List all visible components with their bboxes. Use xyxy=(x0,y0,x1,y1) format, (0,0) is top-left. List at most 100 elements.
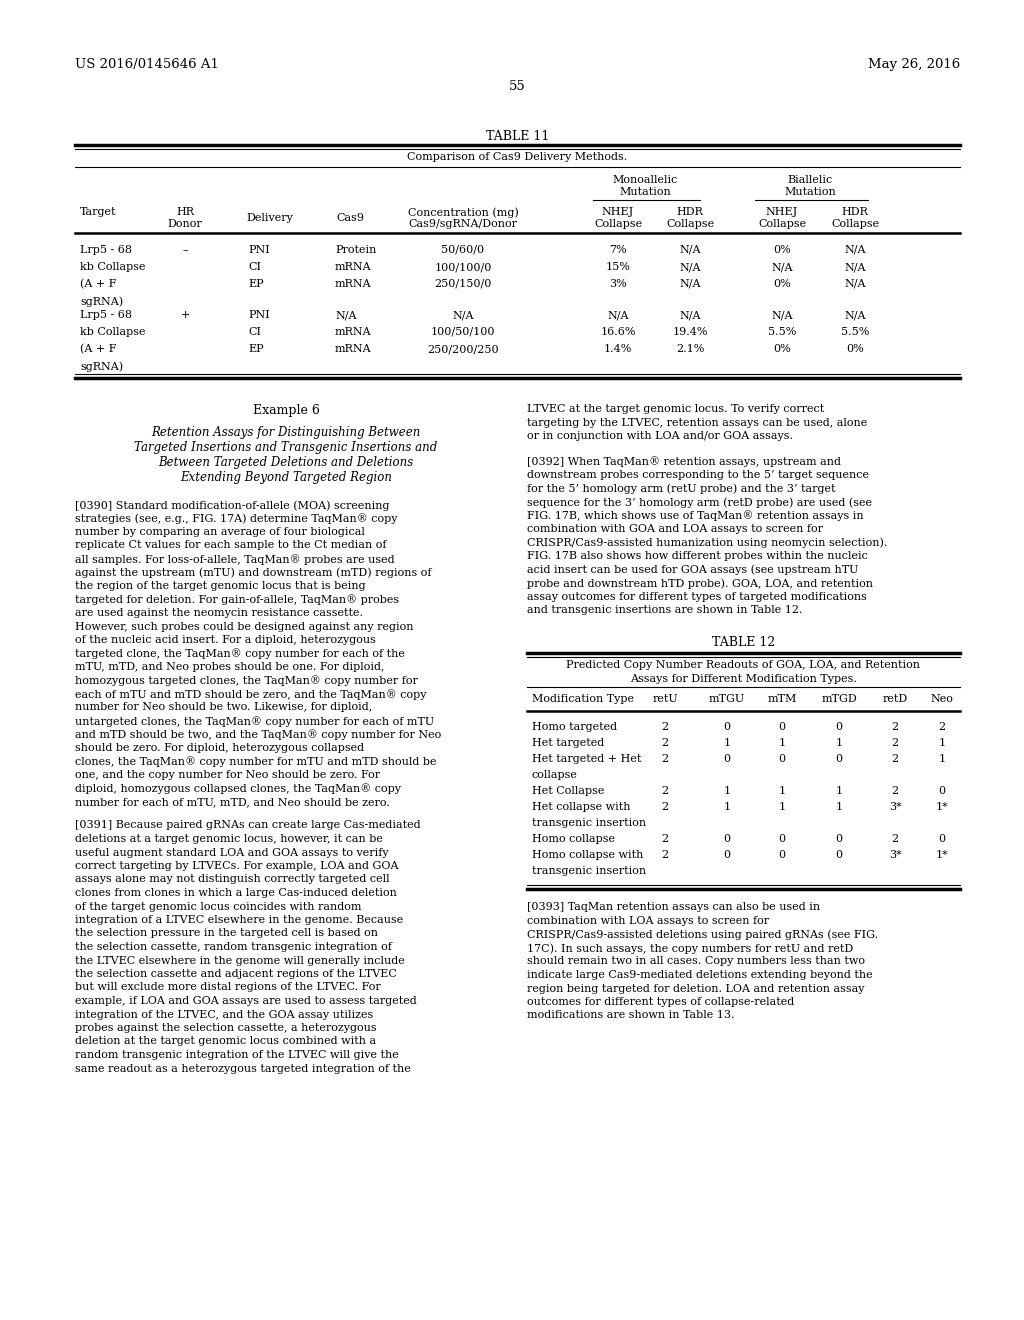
Text: Homo collapse with: Homo collapse with xyxy=(532,850,643,861)
Text: against the upstream (mTU) and downstream (mTD) regions of: against the upstream (mTU) and downstrea… xyxy=(75,568,431,578)
Text: 1: 1 xyxy=(836,803,843,813)
Text: indicate large Cas9-mediated deletions extending beyond the: indicate large Cas9-mediated deletions e… xyxy=(527,970,872,979)
Text: of the nucleic acid insert. For a diploid, heterozygous: of the nucleic acid insert. For a diploi… xyxy=(75,635,376,645)
Text: targeting by the LTVEC, retention assays can be used, alone: targeting by the LTVEC, retention assays… xyxy=(527,417,867,428)
Text: NHEJ: NHEJ xyxy=(602,207,634,216)
Text: random transgenic integration of the LTVEC will give the: random transgenic integration of the LTV… xyxy=(75,1049,398,1060)
Text: or in conjunction with LOA and/or GOA assays.: or in conjunction with LOA and/or GOA as… xyxy=(527,432,793,441)
Text: transgenic insertion: transgenic insertion xyxy=(532,818,646,829)
Text: each of mTU and mTD should be zero, and the TaqMan® copy: each of mTU and mTD should be zero, and … xyxy=(75,689,427,700)
Text: Lrp5 - 68: Lrp5 - 68 xyxy=(80,246,132,255)
Text: number by comparing an average of four biological: number by comparing an average of four b… xyxy=(75,527,365,537)
Text: 0: 0 xyxy=(723,755,730,764)
Text: 7%: 7% xyxy=(609,246,627,255)
Text: Homo collapse: Homo collapse xyxy=(532,834,615,845)
Text: mRNA: mRNA xyxy=(335,261,372,272)
Text: 0: 0 xyxy=(836,834,843,845)
Text: 2: 2 xyxy=(662,834,669,845)
Text: Between Targeted Deletions and Deletions: Between Targeted Deletions and Deletions xyxy=(159,455,414,469)
Text: Homo targeted: Homo targeted xyxy=(532,722,617,733)
Text: [0391] Because paired gRNAs can create large Cas-mediated: [0391] Because paired gRNAs can create l… xyxy=(75,821,421,830)
Text: 3%: 3% xyxy=(609,279,627,289)
Text: N/A: N/A xyxy=(607,310,629,319)
Text: strategies (see, e.g., FIG. 17A) determine TaqMan® copy: strategies (see, e.g., FIG. 17A) determi… xyxy=(75,513,397,524)
Text: retU: retU xyxy=(652,694,678,705)
Text: clones from clones in which a large Cas-induced deletion: clones from clones in which a large Cas-… xyxy=(75,888,397,898)
Text: N/A: N/A xyxy=(453,310,474,319)
Text: US 2016/0145646 A1: US 2016/0145646 A1 xyxy=(75,58,219,71)
Text: N/A: N/A xyxy=(679,310,700,319)
Text: modifications are shown in Table 13.: modifications are shown in Table 13. xyxy=(527,1011,734,1020)
Text: probes against the selection cassette, a heterozygous: probes against the selection cassette, a… xyxy=(75,1023,377,1034)
Text: 2: 2 xyxy=(662,850,669,861)
Text: Het targeted: Het targeted xyxy=(532,738,604,748)
Text: retD: retD xyxy=(883,694,907,705)
Text: downstream probes corresponding to the 5’ target sequence: downstream probes corresponding to the 5… xyxy=(527,470,869,480)
Text: 2: 2 xyxy=(892,834,899,845)
Text: same readout as a heterozygous targeted integration of the: same readout as a heterozygous targeted … xyxy=(75,1064,411,1073)
Text: 2: 2 xyxy=(938,722,945,733)
Text: sequence for the 3’ homology arm (retD probe) are used (see: sequence for the 3’ homology arm (retD p… xyxy=(527,498,872,508)
Text: combination with GOA and LOA assays to screen for: combination with GOA and LOA assays to s… xyxy=(527,524,823,535)
Text: the selection cassette, random transgenic integration of: the selection cassette, random transgeni… xyxy=(75,942,392,952)
Text: 1: 1 xyxy=(938,738,945,748)
Text: 2: 2 xyxy=(892,755,899,764)
Text: sgRNA): sgRNA) xyxy=(80,296,123,306)
Text: HDR: HDR xyxy=(677,207,703,216)
Text: for the 5’ homology arm (retU probe) and the 3’ target: for the 5’ homology arm (retU probe) and… xyxy=(527,483,836,494)
Text: and transgenic insertions are shown in Table 12.: and transgenic insertions are shown in T… xyxy=(527,605,803,615)
Text: 0: 0 xyxy=(778,722,785,733)
Text: of the target genomic locus coincides with random: of the target genomic locus coincides wi… xyxy=(75,902,361,912)
Text: outcomes for different types of collapse-related: outcomes for different types of collapse… xyxy=(527,997,795,1007)
Text: [0392] When TaqMan® retention assays, upstream and: [0392] When TaqMan® retention assays, up… xyxy=(527,457,841,467)
Text: 0: 0 xyxy=(723,850,730,861)
Text: targeted clone, the TaqMan® copy number for each of the: targeted clone, the TaqMan® copy number … xyxy=(75,648,404,659)
Text: Target: Target xyxy=(80,207,117,216)
Text: 1: 1 xyxy=(723,787,730,796)
Text: homozygous targeted clones, the TaqMan® copy number for: homozygous targeted clones, the TaqMan® … xyxy=(75,676,418,686)
Text: clones, the TaqMan® copy number for mTU and mTD should be: clones, the TaqMan® copy number for mTU … xyxy=(75,756,436,767)
Text: CRISPR/Cas9-assisted deletions using paired gRNAs (see FIG.: CRISPR/Cas9-assisted deletions using pai… xyxy=(527,929,879,940)
Text: N/A: N/A xyxy=(335,310,356,319)
Text: useful augment standard LOA and GOA assays to verify: useful augment standard LOA and GOA assa… xyxy=(75,847,389,858)
Text: Biallelic: Biallelic xyxy=(787,176,833,185)
Text: 2: 2 xyxy=(892,787,899,796)
Text: 16.6%: 16.6% xyxy=(600,327,636,337)
Text: CI: CI xyxy=(248,327,261,337)
Text: untargeted clones, the TaqMan® copy number for each of mTU: untargeted clones, the TaqMan® copy numb… xyxy=(75,715,434,727)
Text: TABLE 12: TABLE 12 xyxy=(712,636,775,649)
Text: kb Collapse: kb Collapse xyxy=(80,327,145,337)
Text: deletions at a target genomic locus, however, it can be: deletions at a target genomic locus, how… xyxy=(75,834,383,843)
Text: all samples. For loss-of-allele, TaqMan® probes are used: all samples. For loss-of-allele, TaqMan®… xyxy=(75,554,394,565)
Text: region being targeted for deletion. LOA and retention assay: region being targeted for deletion. LOA … xyxy=(527,983,864,994)
Text: Retention Assays for Distinguishing Between: Retention Assays for Distinguishing Betw… xyxy=(152,426,421,440)
Text: 2: 2 xyxy=(662,755,669,764)
Text: 0: 0 xyxy=(778,755,785,764)
Text: diploid, homozygous collapsed clones, the TaqMan® copy: diploid, homozygous collapsed clones, th… xyxy=(75,784,401,795)
Text: LTVEC at the target genomic locus. To verify correct: LTVEC at the target genomic locus. To ve… xyxy=(527,404,824,414)
Text: Predicted Copy Number Readouts of GOA, LOA, and Retention: Predicted Copy Number Readouts of GOA, L… xyxy=(566,660,921,671)
Text: assays alone may not distinguish correctly targeted cell: assays alone may not distinguish correct… xyxy=(75,874,389,884)
Text: mRNA: mRNA xyxy=(335,327,372,337)
Text: but will exclude more distal regions of the LTVEC. For: but will exclude more distal regions of … xyxy=(75,982,381,993)
Text: mTM: mTM xyxy=(767,694,797,705)
Text: N/A: N/A xyxy=(844,246,865,255)
Text: 0: 0 xyxy=(778,834,785,845)
Text: Mutation: Mutation xyxy=(620,187,671,197)
Text: 2.1%: 2.1% xyxy=(676,345,705,354)
Text: NHEJ: NHEJ xyxy=(766,207,798,216)
Text: 5.5%: 5.5% xyxy=(768,327,797,337)
Text: 2: 2 xyxy=(662,722,669,733)
Text: Assays for Different Modification Types.: Assays for Different Modification Types. xyxy=(630,673,857,684)
Text: Delivery: Delivery xyxy=(247,213,294,223)
Text: 3*: 3* xyxy=(889,803,901,813)
Text: 1: 1 xyxy=(778,803,785,813)
Text: 0: 0 xyxy=(723,834,730,845)
Text: 0: 0 xyxy=(836,755,843,764)
Text: FIG. 17B also shows how different probes within the nucleic: FIG. 17B also shows how different probes… xyxy=(527,550,868,561)
Text: N/A: N/A xyxy=(771,310,793,319)
Text: Collapse: Collapse xyxy=(830,219,879,228)
Text: assay outcomes for different types of targeted modifications: assay outcomes for different types of ta… xyxy=(527,591,867,602)
Text: Cas9: Cas9 xyxy=(336,213,364,223)
Text: –: – xyxy=(182,246,187,255)
